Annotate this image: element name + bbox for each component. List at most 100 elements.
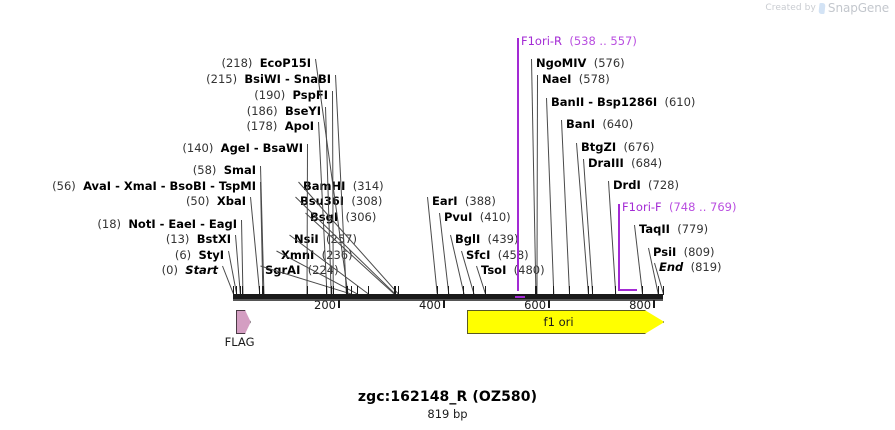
restriction-site-tick xyxy=(345,286,347,295)
site-label-position: (18) xyxy=(97,217,121,231)
leader-line xyxy=(546,97,555,295)
site-label-name: End xyxy=(659,260,684,274)
site-label-position: (186) xyxy=(246,104,278,118)
site-label-bseyi[interactable]: (186) BseYI xyxy=(0,105,321,117)
leader-line xyxy=(583,158,594,295)
site-label-name: XbaI xyxy=(216,194,246,208)
site-label-agei[interactable]: (140) AgeI - BsaWI xyxy=(0,142,303,154)
site-label-position: (6) xyxy=(174,248,192,262)
site-label-name: PspFI xyxy=(292,88,328,102)
site-label-position: (236) xyxy=(321,248,353,262)
site-label-bani[interactable]: BanI (640) xyxy=(566,118,633,130)
site-label-bamhi[interactable]: BamHI (314) xyxy=(303,180,384,192)
site-label-nsii[interactable]: NsiI (257) xyxy=(294,233,357,245)
site-label-eari[interactable]: EarI (388) xyxy=(432,195,496,207)
site-label-naei[interactable]: NaeI (578) xyxy=(542,73,610,85)
site-label-noti[interactable]: (18) NotI - EaeI - EagI xyxy=(0,218,237,230)
site-label-f1ori_f[interactable]: F1ori-F (748 .. 769) xyxy=(622,201,736,213)
site-label-position: (308) xyxy=(351,194,383,208)
site-label-position: (58) xyxy=(192,163,217,177)
restriction-site-tick xyxy=(239,286,241,295)
title-block: zgc:162148_R (OZ580) 819 bp xyxy=(0,389,895,421)
site-label-name: BanII - Bsp1286I xyxy=(551,95,658,109)
leader-line xyxy=(250,196,261,295)
site-label-name: BseYI xyxy=(284,104,321,118)
leader-line xyxy=(608,180,617,295)
site-label-position: (178) xyxy=(246,119,278,133)
site-label-apoi[interactable]: (178) ApoI xyxy=(0,120,314,132)
leader-line xyxy=(241,219,244,294)
feature-flag-label: FLAG xyxy=(224,335,255,349)
site-label-btgzi[interactable]: BtgZI (676) xyxy=(581,141,654,153)
site-label-pspfi[interactable]: (190) PspFI xyxy=(0,89,328,101)
restriction-site-tick xyxy=(242,286,244,295)
restriction-site-tick xyxy=(394,286,396,295)
site-label-psii[interactable]: PsiI (809) xyxy=(653,246,715,258)
site-label-position: (56) xyxy=(52,179,76,193)
site-label-name: F1ori-R xyxy=(521,34,563,48)
restriction-site-tick xyxy=(473,286,475,295)
ruler-tick-label-600: 600 xyxy=(524,298,547,312)
page-title: zgc:162148_R (OZ580) xyxy=(357,389,538,405)
site-label-position: (388) xyxy=(464,194,496,208)
primer-bar-f1ori-r[interactable] xyxy=(515,296,526,298)
site-label-name: BstXI xyxy=(196,232,231,246)
restriction-site-tick xyxy=(259,286,261,295)
site-label-banii[interactable]: BanII - Bsp1286I (610) xyxy=(551,96,695,108)
site-label-drdi[interactable]: DrdI (728) xyxy=(613,179,679,191)
site-label-ngomiv[interactable]: NgoMIV (576) xyxy=(536,57,625,69)
site-label-bsiwi[interactable]: (215) BsiWI - SnaBI xyxy=(0,73,331,85)
site-label-name: AvaI - XmaI - BsoBI - TspMI xyxy=(83,179,256,193)
restriction-site-tick xyxy=(356,286,358,295)
sequence-backbone-shadow xyxy=(233,299,663,301)
primer-stem-f1ori-f xyxy=(618,204,620,291)
restriction-site-tick xyxy=(393,286,395,295)
feature-flag-arrow[interactable] xyxy=(235,310,251,334)
ruler-tick-label-200: 200 xyxy=(314,298,336,312)
site-label-position: (13) xyxy=(165,232,190,246)
feature-f1-ori-arrow[interactable]: f1 ori xyxy=(466,310,665,334)
site-label-bgli[interactable]: BglI (439) xyxy=(455,233,518,245)
primer-bar-f1ori-f[interactable] xyxy=(625,289,637,291)
site-label-name: BglI xyxy=(455,232,481,246)
site-label-start[interactable]: (0) Start xyxy=(0,264,218,276)
restriction-site-tick xyxy=(536,286,538,295)
restriction-site-tick xyxy=(553,286,555,295)
restriction-site-tick xyxy=(587,286,589,295)
site-label-position: (676) xyxy=(623,140,655,154)
site-label-position: (306) xyxy=(345,210,377,224)
ruler-tick xyxy=(443,300,445,308)
restriction-site-tick xyxy=(641,286,643,295)
site-label-avai[interactable]: (56) AvaI - XmaI - BsoBI - TspMI xyxy=(0,180,256,192)
site-label-pvui[interactable]: PvuI (410) xyxy=(444,211,511,223)
site-label-f1ori_r[interactable]: F1ori-R (538 .. 557) xyxy=(521,35,637,47)
site-label-position: (538 .. 557) xyxy=(569,34,637,48)
restriction-site-tick xyxy=(485,286,486,295)
ruler-tick-label-400: 400 xyxy=(419,298,441,312)
site-label-draiii[interactable]: DraIII (684) xyxy=(588,157,662,169)
restriction-site-tick xyxy=(463,286,465,295)
site-label-ecop15i[interactable]: (218) EcoP15I xyxy=(0,57,311,69)
site-label-xbai[interactable]: (50) XbaI xyxy=(0,195,246,207)
site-label-position: (779) xyxy=(677,222,709,236)
site-label-name: AgeI - BsaWI xyxy=(220,141,303,155)
site-label-position: (576) xyxy=(593,56,625,70)
restriction-site-tick xyxy=(657,286,659,295)
leader-line xyxy=(427,196,438,295)
site-label-taqii[interactable]: TaqII (779) xyxy=(639,223,708,235)
snapgene-logo-icon xyxy=(818,2,826,14)
watermark-prefix: Created by xyxy=(765,3,816,13)
site-label-bstxi[interactable]: (13) BstXI xyxy=(0,233,231,245)
leader-line xyxy=(439,212,450,295)
site-label-sfci[interactable]: SfcI (458) xyxy=(466,249,529,261)
restriction-site-tick xyxy=(233,286,234,295)
site-label-styi[interactable]: (6) StyI xyxy=(0,249,224,261)
restriction-site-tick xyxy=(330,286,332,295)
primer-elbow-f1ori-f xyxy=(618,289,626,291)
ruler-tick xyxy=(338,300,340,308)
site-label-smai[interactable]: (58) SmaI xyxy=(0,164,256,176)
site-label-position: (458) xyxy=(497,248,529,262)
restriction-site-tick xyxy=(592,286,594,295)
site-label-end[interactable]: End (819) xyxy=(659,261,722,273)
site-label-position: (50) xyxy=(185,194,210,208)
